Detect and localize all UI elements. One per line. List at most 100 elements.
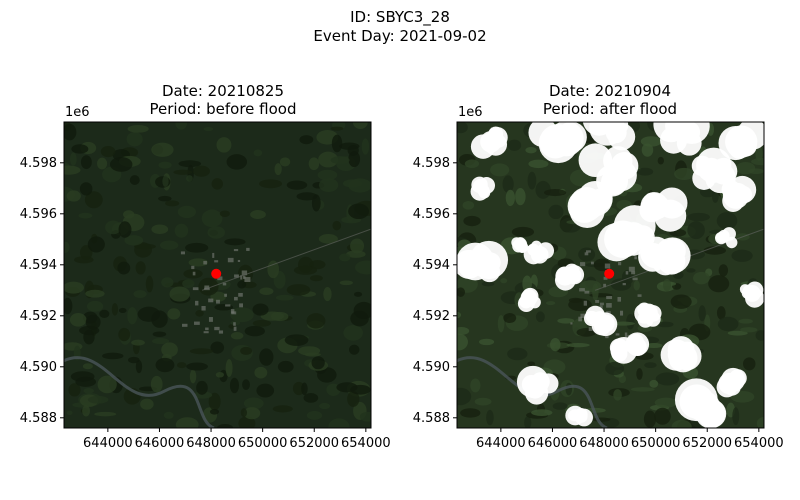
vegetation-patch [311,356,325,370]
urban-pixel [208,317,213,322]
urban-pixel [180,251,186,255]
vegetation-patch [71,144,89,154]
vegetation-patch [267,260,280,279]
urban-pixel [217,276,223,281]
y-tick-label: 4.596 [20,207,57,222]
vegetation-patch [188,258,209,267]
urban-pixel [580,262,586,267]
vegetation-patch [457,387,472,406]
vegetation-patch [703,246,727,255]
vegetation-patch [240,408,248,418]
urban-pixel [625,271,629,275]
vegetation-patch [309,260,326,270]
vegetation-patch [502,175,514,193]
vegetation-patch [186,362,208,371]
vegetation-patch [215,371,224,378]
vegetation-patch [105,220,122,235]
vegetation-patch [528,159,549,169]
urban-pixel [240,275,243,280]
urban-pixel [203,331,209,334]
urban-pixel [216,299,220,304]
urban-pixel [595,299,600,303]
urban-pixel [606,311,611,315]
vegetation-patch [671,419,692,428]
vegetation-patch [131,339,145,346]
vegetation-patch [126,131,143,147]
cloud [582,122,636,151]
vegetation-patch [525,146,537,154]
vegetation-patch [208,392,221,411]
urban-pixel [622,282,626,286]
vegetation-patch [527,171,537,190]
cloud [523,240,555,265]
vegetation-patch [687,221,705,240]
panel-before-date: Date: 20210825 [161,82,285,100]
vegetation-patch [355,260,371,275]
vegetation-patch [308,157,320,171]
vegetation-patch [74,256,94,264]
urban-pixel [631,271,636,275]
vegetation-patch [343,324,363,341]
vegetation-patch [161,277,174,288]
vegetation-patch [230,307,254,323]
vegetation-patch [195,309,204,317]
vegetation-patch [176,362,187,369]
vegetation-patch [348,203,370,220]
vegetation-patch [738,318,753,324]
cloud [739,281,764,308]
vegetation-patch [150,375,163,393]
vegetation-patch [350,238,365,254]
panel-before-period: Period: before flood [149,100,297,118]
vegetation-patch [94,411,117,417]
vegetation-patch [670,294,692,309]
vegetation-patch [655,372,680,386]
urban-pixel [204,285,210,289]
y-tick-label: 4.598 [413,156,450,171]
vegetation-patch [743,357,756,371]
vegetation-patch [318,234,338,244]
vegetation-patch [224,238,246,246]
vegetation-patch [361,138,370,155]
urban-pixel [578,316,582,322]
vegetation-patch [80,155,92,170]
vegetation-patch [274,163,282,176]
vegetation-patch [210,291,227,302]
satellite-image [457,122,764,428]
vegetation-patch [610,278,632,291]
vegetation-patch [716,212,738,230]
urban-pixel [191,265,195,270]
y-tick-label: 4.594 [20,258,57,273]
vegetation-patch [649,379,659,388]
x-tick-label: 648000 [186,436,236,451]
urban-pixel [580,313,587,318]
vegetation-patch [332,220,342,231]
urban-pixel [637,294,642,297]
vegetation-patch [353,291,363,297]
vegetation-patch [75,376,97,387]
y-tick-label: 4.590 [20,360,57,375]
urban-pixel [239,303,243,308]
vegetation-patch [641,143,654,157]
vegetation-patch [127,125,149,133]
vegetation-patch [253,149,263,157]
vegetation-patch [460,408,481,418]
vegetation-patch [339,280,353,286]
vegetation-patch [557,318,575,324]
cloud [567,181,613,229]
vegetation-patch [643,410,657,428]
cloud [457,240,509,283]
vegetation-patch [169,286,190,302]
vegetation-patch [306,313,326,329]
cloud [634,302,662,328]
vegetation-patch [546,301,556,306]
vegetation-patch [296,192,318,201]
urban-pixel [584,290,590,294]
urban-pixel [604,263,611,269]
vegetation-patch [242,379,250,391]
axes-frame [63,121,372,429]
vegetation-patch [353,301,371,320]
vegetation-patch [159,240,179,250]
vegetation-patch [97,157,108,170]
vegetation-patch [500,278,508,284]
